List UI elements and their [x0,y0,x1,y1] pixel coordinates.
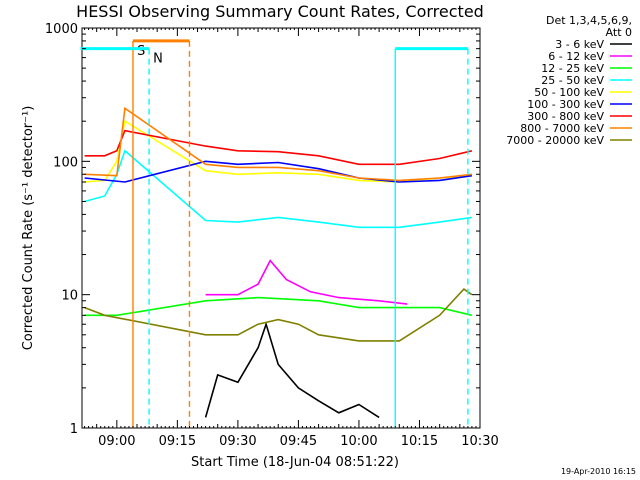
y-tick-label: 1 [70,422,78,437]
series-line-12-25-kev [84,296,473,317]
x-tick-label: 09:00 [98,434,135,449]
legend-title-line: Att 0 [606,26,632,39]
legend-label-6-12-kev: 6 - 12 keV [548,50,604,63]
marker-label-n: N [153,52,163,67]
series-layer [84,106,473,419]
x-tick-label: 10:15 [401,434,438,449]
legend-label-12-25-kev: 12 - 25 keV [541,62,604,75]
x-tick-label: 09:30 [219,434,256,449]
series-line-25-50-kev [84,149,473,229]
series-line-300-800-kev [84,129,473,166]
legend-label-50-100-kev: 50 - 100 keV [534,86,604,99]
legend-label-800-7000-kev: 800 - 7000 keV [520,122,604,135]
series-line-7000-20000-kev [84,288,473,342]
series-line-100-300-kev [84,160,473,183]
legend-label-25-50-kev: 25 - 50 keV [541,74,604,87]
y-tick-label: 10 [61,289,78,304]
series-line-800-7000-kev [84,106,472,182]
legend-label-7000-20000-kev: 7000 - 20000 keV [506,134,604,147]
x-axis: 09:00 09:15 09:30 09:45 10:00 10:15 10:30 [84,28,499,449]
series-line-3-6-kev [204,321,380,419]
x-axis-label: Start Time (18-Jun-04 08:51:22) [191,455,399,470]
y-axis-label: Corrected Count Rate (s⁻¹ detector⁻¹) [21,106,36,351]
marker-layer: NS [80,39,469,428]
timestamp: 19-Apr-2010 16:15 [561,467,636,476]
series-line-6-12-kev [205,259,408,305]
x-tick-label: 09:45 [280,434,317,449]
marker-label-s: S [137,44,145,59]
plot-frame [81,27,481,429]
y-tick-label: 1000 [45,22,78,37]
legend-label-100-300-kev: 100 - 300 keV [527,98,604,111]
chart-title: HESSI Observing Summary Count Rates, Cor… [76,2,484,21]
x-tick-label: 09:15 [159,434,196,449]
y-axis: 1 10 100 1000 [45,22,480,437]
legend-title-line: Det 1,3,4,5,6,9, [546,14,632,27]
x-tick-label: 10:00 [340,434,377,449]
x-tick-label: 10:30 [461,434,498,449]
y-tick-label: 100 [53,155,78,170]
legend-label-3-6-kev: 3 - 6 keV [555,38,604,51]
legend-label-300-800-kev: 300 - 800 keV [527,110,604,123]
